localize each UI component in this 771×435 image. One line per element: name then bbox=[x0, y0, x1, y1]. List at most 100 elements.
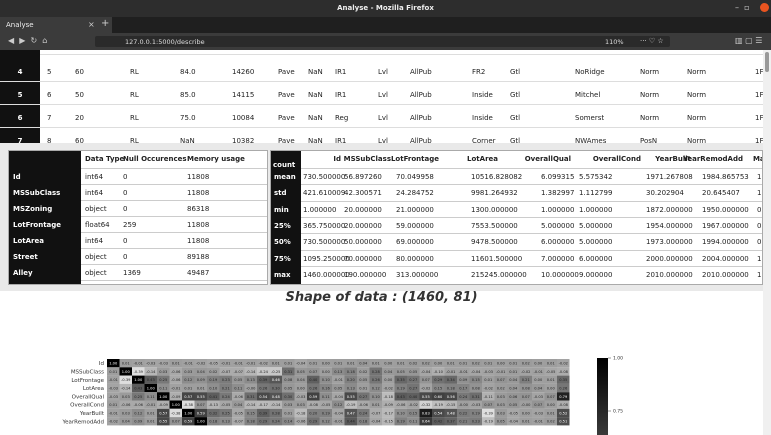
cell-label: -0.01 bbox=[459, 370, 468, 374]
heatmap-cell bbox=[294, 392, 307, 401]
cell-label: 0.01 bbox=[522, 420, 530, 424]
cell-label: 0.05 bbox=[234, 378, 242, 382]
cell-label: -0.02 bbox=[409, 403, 418, 407]
scrollbar-thumb[interactable] bbox=[765, 52, 769, 72]
heatmap-cell bbox=[182, 417, 195, 426]
cell-label: 0.29 bbox=[434, 378, 443, 382]
heatmap-cell bbox=[482, 417, 495, 426]
heatmap-cell bbox=[482, 383, 495, 393]
heatmap-cell bbox=[519, 408, 532, 418]
cell-label: 0.40 bbox=[309, 378, 318, 382]
heatmap-cell bbox=[132, 392, 145, 401]
cell-label: -0.01 bbox=[146, 403, 155, 407]
page-actions[interactable]: ··· ♡ ☆ bbox=[640, 37, 664, 45]
cell-label: 0.26 bbox=[559, 386, 568, 390]
column-header: LotFrontage bbox=[390, 155, 439, 163]
cell-label: 0.55 bbox=[159, 420, 167, 424]
row-label: 50% bbox=[274, 238, 291, 247]
cell-label: -0.03 bbox=[534, 395, 543, 399]
cell: NaN bbox=[308, 68, 323, 76]
heatmap-cell bbox=[344, 359, 357, 368]
row-label: OverallQual bbox=[72, 394, 105, 400]
heatmap-cell bbox=[557, 392, 570, 401]
cell: 9981.264932 bbox=[471, 189, 518, 198]
cell: 10516.828082 bbox=[471, 173, 523, 181]
tab[interactable]: Analyse × bbox=[0, 17, 112, 33]
cell: FR2 bbox=[472, 68, 486, 76]
cell-label: 0.08 bbox=[472, 386, 481, 390]
cell-label: 0.03 bbox=[497, 395, 505, 399]
heatmap-cell bbox=[207, 400, 220, 409]
cell: 5 bbox=[47, 68, 52, 76]
cell-label: -0.07 bbox=[221, 370, 230, 374]
cell-label: 0.26 bbox=[372, 378, 381, 382]
heatmap-cell bbox=[169, 359, 182, 368]
heatmap-cell bbox=[169, 392, 182, 401]
colorbar bbox=[597, 358, 608, 435]
column-header: Data Type bbox=[85, 155, 125, 163]
toolbar-icons[interactable]: ▥ ▢ ☰ bbox=[735, 36, 763, 45]
cell-label: -0.02 bbox=[521, 370, 530, 374]
cell-label: 0.04 bbox=[234, 403, 243, 407]
row-line bbox=[301, 265, 762, 267]
heatmap-cell bbox=[194, 400, 207, 409]
cell: 50.000000 bbox=[344, 238, 382, 247]
heatmap-cell bbox=[469, 400, 482, 409]
cell-label: 0.11 bbox=[159, 386, 167, 390]
heatmap-cell bbox=[469, 417, 482, 426]
cell-label: 0.28 bbox=[272, 411, 281, 415]
tab-close[interactable]: × bbox=[88, 20, 95, 29]
cell: 0.000000 bbox=[757, 205, 762, 214]
heatmap-cell bbox=[494, 408, 507, 418]
cell-label: 0.05 bbox=[509, 403, 517, 407]
row-label: LotArea bbox=[83, 386, 104, 392]
cell: Pave bbox=[278, 91, 295, 99]
cell: 20.000000 bbox=[344, 205, 382, 214]
cell-label: 0.18 bbox=[447, 386, 456, 390]
heatmap-cell bbox=[519, 392, 532, 401]
cell-label: 0.23 bbox=[222, 378, 230, 382]
heatmap-cell bbox=[507, 400, 520, 409]
cell-label: 0.04 bbox=[197, 370, 206, 374]
cell-label: 0.07 bbox=[534, 403, 542, 407]
cell-label: -0.17 bbox=[259, 403, 268, 407]
cell-label: 0.10 bbox=[397, 411, 406, 415]
cell: RL bbox=[130, 137, 139, 143]
cell-label: 0.13 bbox=[347, 386, 355, 390]
heatmap-cell bbox=[219, 367, 232, 376]
new-tab[interactable]: + bbox=[101, 18, 110, 29]
cell-label: -0.32 bbox=[421, 403, 430, 407]
heatmap-cell bbox=[132, 359, 145, 368]
cell-label: -0.01 bbox=[534, 420, 543, 424]
cell-label: 0.48 bbox=[447, 411, 456, 415]
row-line bbox=[301, 233, 762, 235]
cell-label: 0.29 bbox=[259, 420, 268, 424]
heatmap-cell bbox=[419, 367, 432, 376]
cell-label: -0.06 bbox=[234, 395, 244, 399]
heatmap-cell bbox=[182, 392, 195, 401]
heatmap-cell bbox=[344, 400, 357, 409]
cell-label: 0.37 bbox=[447, 420, 455, 424]
heatmap-cell bbox=[432, 417, 445, 426]
window-controls[interactable]: – ▫ bbox=[735, 3, 755, 12]
cell-label: -0.06 bbox=[171, 378, 181, 382]
cell-label: 0.00 bbox=[534, 378, 543, 382]
heatmap-cell bbox=[444, 359, 457, 368]
heatmap-cell bbox=[219, 375, 232, 384]
cell-label: 1.00 bbox=[122, 370, 131, 374]
cell-label: 0.09 bbox=[459, 378, 468, 382]
cell: Pave bbox=[278, 137, 295, 143]
scrollbar[interactable] bbox=[763, 50, 771, 435]
colorbar-tick-label: 0.75 bbox=[613, 409, 623, 415]
zoom[interactable]: 110% bbox=[605, 38, 624, 46]
nav-buttons[interactable]: ◀ ▶ ↻ ⌂ bbox=[8, 36, 48, 45]
heatmap-cell bbox=[257, 417, 270, 426]
close-button[interactable] bbox=[760, 3, 769, 12]
cell-label: -0.01 bbox=[446, 370, 455, 374]
heatmap-cell bbox=[369, 383, 382, 393]
cell: 0 bbox=[123, 189, 128, 197]
url-bar[interactable]: 127.0.0.1:5000/describe 110% ··· ♡ ☆ bbox=[95, 36, 670, 47]
heatmap-cell bbox=[282, 392, 295, 401]
cell: Gtl bbox=[510, 91, 521, 99]
heatmap-cell bbox=[544, 375, 557, 384]
